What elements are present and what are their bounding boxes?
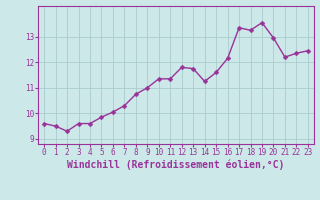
X-axis label: Windchill (Refroidissement éolien,°C): Windchill (Refroidissement éolien,°C)	[67, 160, 285, 170]
